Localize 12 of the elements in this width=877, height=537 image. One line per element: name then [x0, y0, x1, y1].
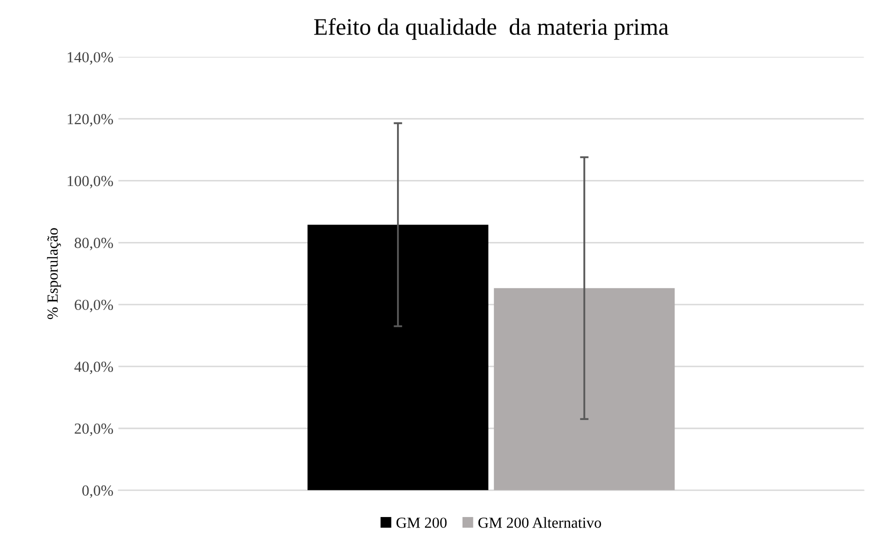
y-tick-label: 20,0% [74, 424, 114, 436]
y-axis-title: % Esporulação [47, 228, 61, 320]
y-tick-label: 60,0% [74, 300, 114, 312]
y-tick-label: 140,0% [68, 52, 114, 65]
y-tick-label: 120,0% [68, 114, 114, 126]
y-tick-label: 40,0% [74, 362, 114, 374]
chart-title: Efeito da qualidade da materia prima [314, 18, 668, 40]
y-tick-label: 80,0% [74, 238, 114, 250]
legend-label: GM 200 [396, 518, 447, 528]
y-tick-label: 0,0% [82, 485, 114, 498]
y-tick-label: 100,0% [68, 176, 114, 188]
legend-label: GM 200 Alternativo [478, 517, 602, 528]
